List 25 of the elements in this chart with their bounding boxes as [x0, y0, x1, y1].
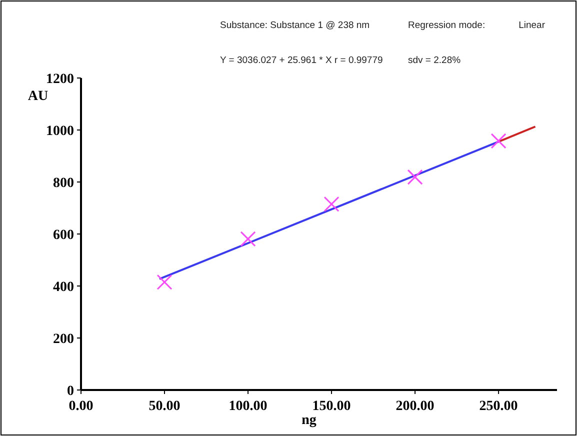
y-tick-label: 800 [53, 176, 74, 191]
y-tick-label: 200 [53, 332, 74, 347]
text: Substance: Substance 1 @ 238 nm [220, 20, 370, 31]
y-tick-label: 1200 [46, 72, 74, 87]
y-tick-label: 1000 [46, 124, 74, 139]
point [324, 196, 340, 212]
y-tick-label: 0 [67, 384, 74, 399]
y-tick-label: 400 [53, 280, 74, 295]
point [240, 231, 256, 247]
point [407, 169, 423, 185]
text: Regression mode: [408, 20, 486, 31]
x-tick-label: 150.00 [312, 399, 351, 414]
y-axis-title: AU [28, 89, 48, 104]
x-tick-label: 0.00 [68, 399, 94, 414]
text: Y = 3036.027 + 25.961 * X r = 0.99779 [220, 55, 383, 66]
text: Linear [518, 20, 545, 31]
x-axis-title: ng [302, 413, 316, 428]
y-tick-label: 600 [53, 228, 74, 243]
x-tick-label: 250.00 [479, 399, 518, 414]
x-tick-label: 50.00 [148, 399, 180, 414]
x-tick-label: 200.00 [396, 399, 434, 414]
x-tick-label: 100.00 [228, 399, 268, 414]
point [156, 274, 172, 290]
point [490, 133, 506, 149]
text: sdv = 2.28% [408, 55, 462, 66]
